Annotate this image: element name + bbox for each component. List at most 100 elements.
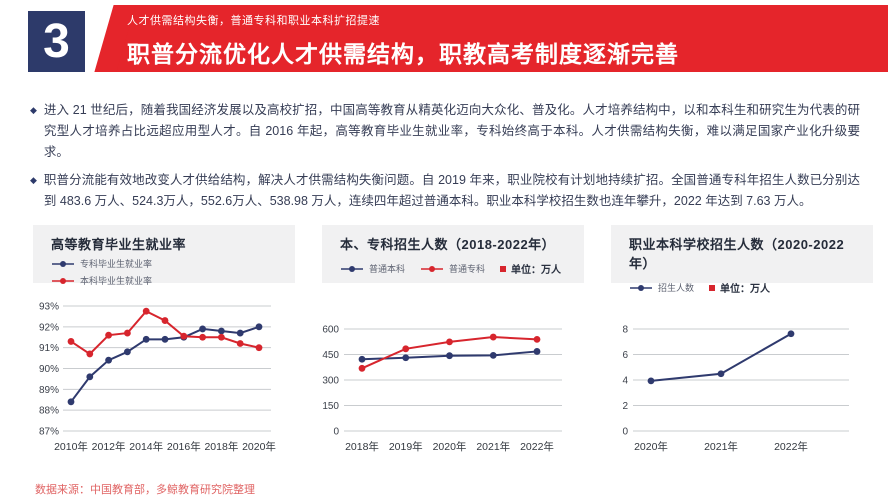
x-tick-label: 2020年 xyxy=(242,440,276,453)
y-tick-label: 2 xyxy=(622,401,628,412)
y-tick-label: 90% xyxy=(39,364,59,375)
data-point xyxy=(199,325,207,333)
x-tick-label: 2010年 xyxy=(54,440,88,453)
charts-row: 高等教育毕业生就业率 专科毕业生就业率 本科毕业生就业率 93% 92% 91% 90%… xyxy=(33,225,888,461)
data-point xyxy=(489,351,497,359)
chart-header: 高等教育毕业生就业率 专科毕业生就业率本科毕业生就业率 xyxy=(33,225,295,286)
y-tick-label: 88% xyxy=(39,406,59,417)
unit-legend-item: 单位：万人 xyxy=(709,280,770,295)
y-tick-label: 600 xyxy=(322,325,339,336)
y-tick-label: 0 xyxy=(333,427,339,438)
data-point xyxy=(161,317,169,324)
y-tick-label: 300 xyxy=(322,376,339,387)
data-point xyxy=(67,338,75,345)
y-tick-label: 89% xyxy=(39,385,59,396)
bullet-item: ◆ 进入 21 世纪后，随着我国经济发展以及高校扩招，中国高等教育从精英化迈向大… xyxy=(30,100,860,163)
legend-marker-dot xyxy=(638,284,644,291)
slide-subtitle: 人才供需结构失衡，普通专科和职业本科扩招提速 xyxy=(127,15,380,27)
data-point xyxy=(105,356,112,364)
y-tick-label: 87% xyxy=(39,427,59,438)
unit-label: 单位：万人 xyxy=(511,265,562,276)
x-tick-label: 2012年 xyxy=(92,440,126,453)
data-point xyxy=(142,307,150,315)
legend-item: 普通专科 xyxy=(420,262,485,275)
x-tick-label: 2014年 xyxy=(129,440,163,453)
data-point xyxy=(124,348,131,356)
data-point xyxy=(446,338,453,346)
y-tick-label: 450 xyxy=(322,350,339,361)
bullet-item: ◆ 职普分流能有效地改变人才供给结构，解决人才供需结构失衡问题。自 2019 年… xyxy=(30,170,860,212)
legend-marker-dot xyxy=(429,265,436,272)
chart-panel-employment-rate: 高等教育毕业生就业率 专科毕业生就业率 本科毕业生就业率 93% 92% 91% 90%… xyxy=(33,225,295,461)
chart-legend: 招生人数 单位：万人 xyxy=(629,280,859,295)
data-point xyxy=(180,332,188,340)
chart-header: 本、专科招生人数（2018-2022年） 普通本科 普通专科 单位：万人 xyxy=(322,225,584,283)
data-point xyxy=(161,335,169,343)
data-point xyxy=(402,354,410,362)
bullet-text: 进入 21 世纪后，随着我国经济发展以及高校扩招，中国高等教育从精英化迈向大众化… xyxy=(43,103,860,159)
bullet-text: 职普分流能有效地改变人才供给结构，解决人才供需结构失衡问题。自 2019 年来，… xyxy=(43,173,860,208)
x-tick-label: 2020年 xyxy=(634,440,668,453)
x-tick-label: 2021年 xyxy=(704,440,738,453)
legend-line-marker-icon xyxy=(341,265,363,272)
chart-panel-enrollment: 本、专科招生人数（2018-2022年） 普通本科 普通专科 单位：万人 600 45… xyxy=(322,225,584,461)
data-point xyxy=(255,344,263,352)
legend-item: 本科毕业生就业率 xyxy=(51,274,281,287)
data-point xyxy=(358,364,366,372)
legend-label: 专科毕业生就业率 xyxy=(80,259,153,269)
legend-item: 招生人数 xyxy=(629,281,694,294)
x-tick-label: 2021年 xyxy=(476,440,510,453)
y-tick-label: 6 xyxy=(622,350,628,361)
data-point xyxy=(218,333,225,341)
unit-square-icon xyxy=(709,284,716,291)
data-point xyxy=(446,352,453,360)
section-number-badge: 3 xyxy=(28,11,85,72)
diamond-bullet-icon: ◆ xyxy=(30,105,37,115)
x-tick-label: 2016年 xyxy=(167,440,201,453)
line-chart-enrollment: 600 450 300 150 0 2018年 2019年 2020年 2021年 2022年 xyxy=(322,325,562,453)
legend-label: 普通专科 xyxy=(449,264,486,274)
legend-marker-dot xyxy=(60,260,66,267)
data-point xyxy=(236,329,244,337)
x-tick-label: 2022年 xyxy=(774,440,808,453)
chart-title: 职业本科学校招生人数（2020-2022年） xyxy=(629,237,845,271)
data-point xyxy=(533,335,541,343)
chart-title: 高等教育毕业生就业率 xyxy=(51,237,187,252)
y-tick-label: 8 xyxy=(622,325,628,336)
x-tick-label: 2019年 xyxy=(389,440,423,453)
slide-header: 3 人才供需结构失衡，普通专科和职业本科扩招提速 职普分流优化人才供需结构，职教… xyxy=(0,0,888,86)
bullet-list: ◆ 进入 21 世纪后，随着我国经济发展以及高校扩招，中国高等教育从精英化迈向大… xyxy=(30,100,860,212)
data-point xyxy=(105,331,112,339)
chart-header: 职业本科学校招生人数（2020-2022年） 招生人数 单位：万人 xyxy=(611,225,873,295)
unit-label: 单位：万人 xyxy=(720,284,771,295)
y-tick-label: 4 xyxy=(622,376,628,387)
slide-title: 职普分流优化人才供需结构，职教高考制度逐渐完善 xyxy=(127,41,679,67)
line-chart-vocational: 8 6 4 2 0 2020年 2021年 2022年 xyxy=(622,325,849,453)
y-tick-label: 0 xyxy=(622,427,628,438)
diamond-bullet-icon: ◆ xyxy=(30,175,37,185)
red-banner xyxy=(116,5,888,72)
data-point xyxy=(142,335,150,343)
x-tick-label: 2020年 xyxy=(433,440,467,453)
legend-marker-dot xyxy=(349,265,355,272)
data-point xyxy=(489,333,497,341)
legend-line-marker-icon xyxy=(52,260,74,267)
x-tick-label: 2022年 xyxy=(520,440,554,453)
data-point xyxy=(199,333,207,341)
data-point xyxy=(124,329,131,337)
data-point xyxy=(787,330,795,338)
data-point xyxy=(402,345,410,353)
chart-panel-vocational: 职业本科学校招生人数（2020-2022年） 招生人数 单位：万人 8 6 4 2 0 20… xyxy=(611,225,873,461)
y-tick-label: 91% xyxy=(39,343,59,354)
legend-item: 专科毕业生就业率 xyxy=(51,257,281,270)
data-source-note: 数据来源：中国教育部，多鲸教育研究院整理 xyxy=(35,484,255,496)
header-text-block: 人才供需结构失衡，普通专科和职业本科扩招提速 职普分流优化人才供需结构，职教高考… xyxy=(127,12,679,69)
legend-label: 招生人数 xyxy=(658,283,695,293)
data-point xyxy=(717,370,725,378)
chart-title: 本、专科招生人数（2018-2022年） xyxy=(340,237,556,252)
data-point xyxy=(236,340,244,347)
x-tick-label: 2018年 xyxy=(345,440,379,453)
legend-line-marker-icon xyxy=(630,284,652,291)
data-point xyxy=(647,377,655,385)
data-point xyxy=(358,355,366,363)
